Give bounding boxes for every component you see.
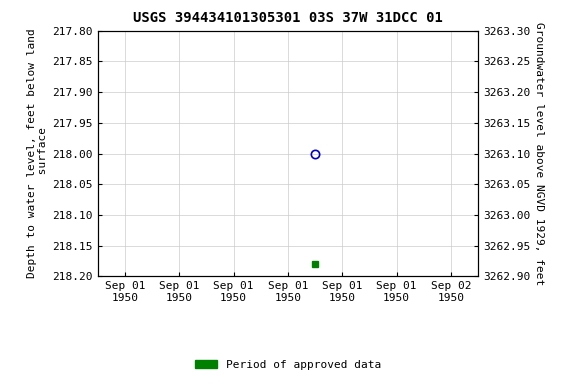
Y-axis label: Groundwater level above NGVD 1929, feet: Groundwater level above NGVD 1929, feet: [535, 22, 544, 285]
Y-axis label: Depth to water level, feet below land
 surface: Depth to water level, feet below land su…: [27, 29, 48, 278]
Title: USGS 394434101305301 03S 37W 31DCC 01: USGS 394434101305301 03S 37W 31DCC 01: [133, 12, 443, 25]
Legend: Period of approved data: Period of approved data: [191, 355, 385, 374]
